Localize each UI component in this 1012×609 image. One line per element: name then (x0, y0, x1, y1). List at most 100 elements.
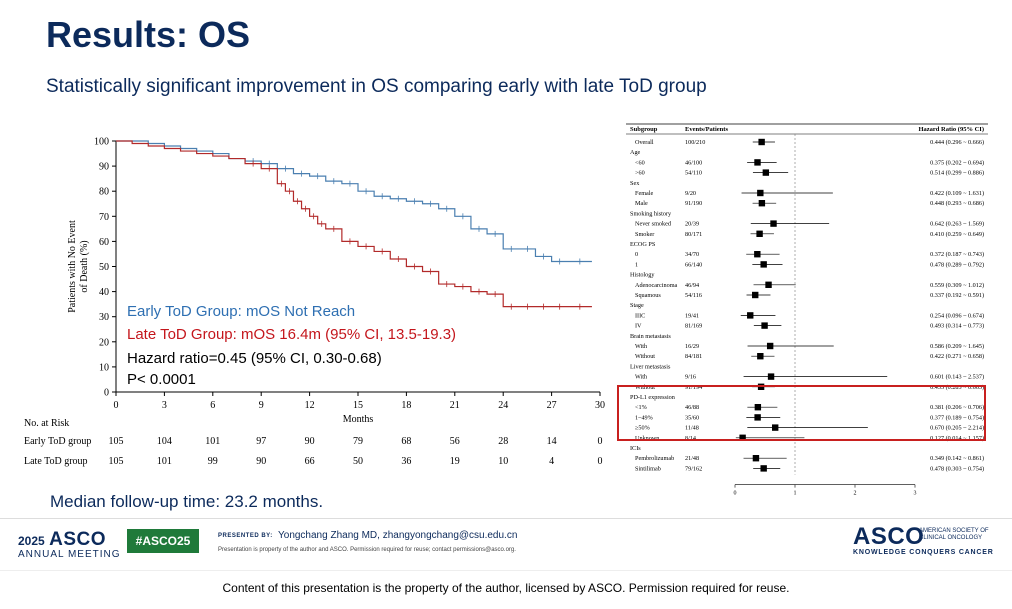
forest-row-ci: 0.410 (0.259 ~ 0.649) (930, 231, 984, 238)
forest-row-label: <1% (635, 404, 647, 411)
forest-row-events: 79/162 (685, 465, 702, 472)
forest-point (770, 220, 777, 227)
forest-x-tick-label: 1 (794, 491, 797, 496)
forest-row-events: 84/181 (685, 353, 702, 360)
risk-value: 105 (109, 456, 124, 467)
forest-row-ci: 0.349 (0.142 ~ 0.861) (930, 455, 984, 462)
hashtag-badge: #ASCO25 (127, 529, 199, 553)
forest-row-events: 54/110 (685, 170, 702, 177)
forest-row-label: >60 (635, 170, 645, 177)
risk-row-label: Late ToD group (24, 456, 88, 467)
y-tick-label: 100 (94, 137, 109, 148)
forest-x-tick-label: 2 (854, 491, 857, 496)
forest-point (754, 404, 762, 411)
risk-value: 19 (450, 456, 460, 467)
forest-group-header: Liver metastasis (630, 363, 671, 370)
x-axis-label: Months (343, 414, 374, 425)
forest-row-label: Male (635, 200, 648, 207)
forest-point (754, 414, 761, 421)
forest-row-ci: 0.601 (0.143 ~ 2.537) (930, 374, 984, 381)
forest-row-label: Overall (635, 139, 654, 146)
forest-row-ci: 0.478 (0.289 ~ 0.792) (930, 261, 984, 268)
forest-row-events: 80/171 (685, 231, 702, 238)
risk-value: 101 (205, 436, 220, 447)
forest-point (762, 169, 770, 176)
forest-point (767, 373, 775, 380)
y-tick-label: 10 (99, 362, 109, 373)
bottom-notice-bar: Content of this presentation is the prop… (0, 570, 1012, 609)
forest-row-label: With (635, 343, 648, 350)
forest-header-hr: Hazard Ratio (95% CI) (918, 126, 984, 133)
presenter-info: Yongchang Zhang MD, zhangyongchang@csu.e… (278, 530, 518, 541)
y-tick-label: 50 (99, 262, 109, 273)
risk-value: 68 (401, 436, 411, 447)
forest-row-ci: 0.478 (0.303 ~ 0.754) (930, 465, 984, 472)
forest-group-header: Sex (630, 180, 640, 187)
forest-row-ci: 0.381 (0.206 ~ 0.706) (930, 404, 984, 411)
forest-row-ci: 0.642 (0.263 ~ 1.569) (930, 221, 984, 228)
risk-value: 10 (498, 456, 508, 467)
meeting-year: 2025 (18, 534, 45, 548)
forest-point (758, 138, 765, 146)
forest-row-events: 54/116 (685, 292, 702, 299)
forest-row-events: 100/210 (685, 139, 705, 146)
risk-row-label: Early ToD group (24, 436, 91, 447)
forest-row-ci: 0.444 (0.296 ~ 0.666) (930, 139, 984, 146)
forest-point (739, 434, 746, 441)
forest-header-events: Events/Patients (685, 126, 728, 133)
forest-row-label: 1~49% (635, 414, 653, 421)
presented-by-label: PRESENTED BY: (218, 533, 273, 539)
asco-logo-text: ASCO (853, 523, 925, 550)
forest-row-label: <60 (635, 159, 645, 166)
risk-value: 66 (305, 456, 315, 467)
forest-row-events: 9/20 (685, 190, 696, 197)
forest-x-tick-label: 0 (734, 491, 737, 496)
slide-footer: 2025 ASCO ANNUAL MEETING #ASCO25 PRESENT… (0, 518, 1012, 571)
early-group-annotation: Early ToD Group: mOS Not Reach (127, 303, 356, 320)
risk-value: 99 (208, 456, 218, 467)
slide-disclaimer: Presentation is property of the author a… (218, 547, 516, 553)
forest-row-ci: 0.435 (0.285 ~ 0.665) (930, 384, 984, 391)
forest-point (752, 291, 759, 299)
forest-row-label: Sintilimab (635, 465, 661, 472)
forest-row-label: Unknown (635, 435, 659, 442)
forest-point (754, 159, 761, 166)
asco-annual-meeting-logo: 2025 ASCO ANNUAL MEETING (18, 529, 121, 560)
forest-row-events: 20/39 (685, 221, 699, 228)
risk-value: 101 (157, 456, 172, 467)
x-tick-label: 9 (259, 400, 264, 411)
forest-row-label: Adenocarcinoma (635, 282, 678, 289)
forest-row-events: 46/88 (685, 404, 699, 411)
survival-curve-late (116, 140, 592, 308)
forest-row-events: 16/29 (685, 343, 699, 350)
forest-row-label: Female (635, 190, 653, 197)
risk-value: 104 (157, 436, 172, 447)
meeting-asco: ASCO (49, 529, 107, 550)
forest-row-events: 91/194 (685, 384, 702, 391)
forest-row-label: Without (635, 353, 655, 360)
forest-point (754, 251, 761, 258)
survival-curve-early (116, 140, 592, 263)
forest-x-tick-label: 3 (914, 491, 917, 496)
risk-value: 79 (353, 436, 363, 447)
forest-row-ci: 0.514 (0.299 ~ 0.886) (930, 170, 984, 177)
forest-row-label: Never smoked (635, 221, 672, 228)
forest-row-events: 46/100 (685, 159, 702, 166)
risk-value: 56 (450, 436, 460, 447)
x-tick-label: 12 (305, 400, 315, 411)
y-tick-label: 60 (99, 237, 109, 248)
forest-row-ci: 0.448 (0.293 ~ 0.686) (930, 200, 984, 207)
x-tick-label: 30 (595, 400, 605, 411)
forest-row-label: ≥50% (635, 425, 650, 432)
x-tick-label: 0 (114, 400, 119, 411)
forest-group-header: ECOG PS (630, 241, 656, 248)
forest-row-label: 0 (635, 251, 638, 258)
forest-row-label: Smoker (635, 231, 654, 238)
forest-point (756, 230, 763, 237)
forest-row-ci: 0.372 (0.187 ~ 0.743) (930, 251, 984, 258)
forest-row-events: 81/169 (685, 323, 702, 330)
forest-group-header: Smoking history (630, 210, 672, 217)
meeting-label: ANNUAL MEETING (18, 549, 121, 560)
forest-point (772, 424, 779, 431)
